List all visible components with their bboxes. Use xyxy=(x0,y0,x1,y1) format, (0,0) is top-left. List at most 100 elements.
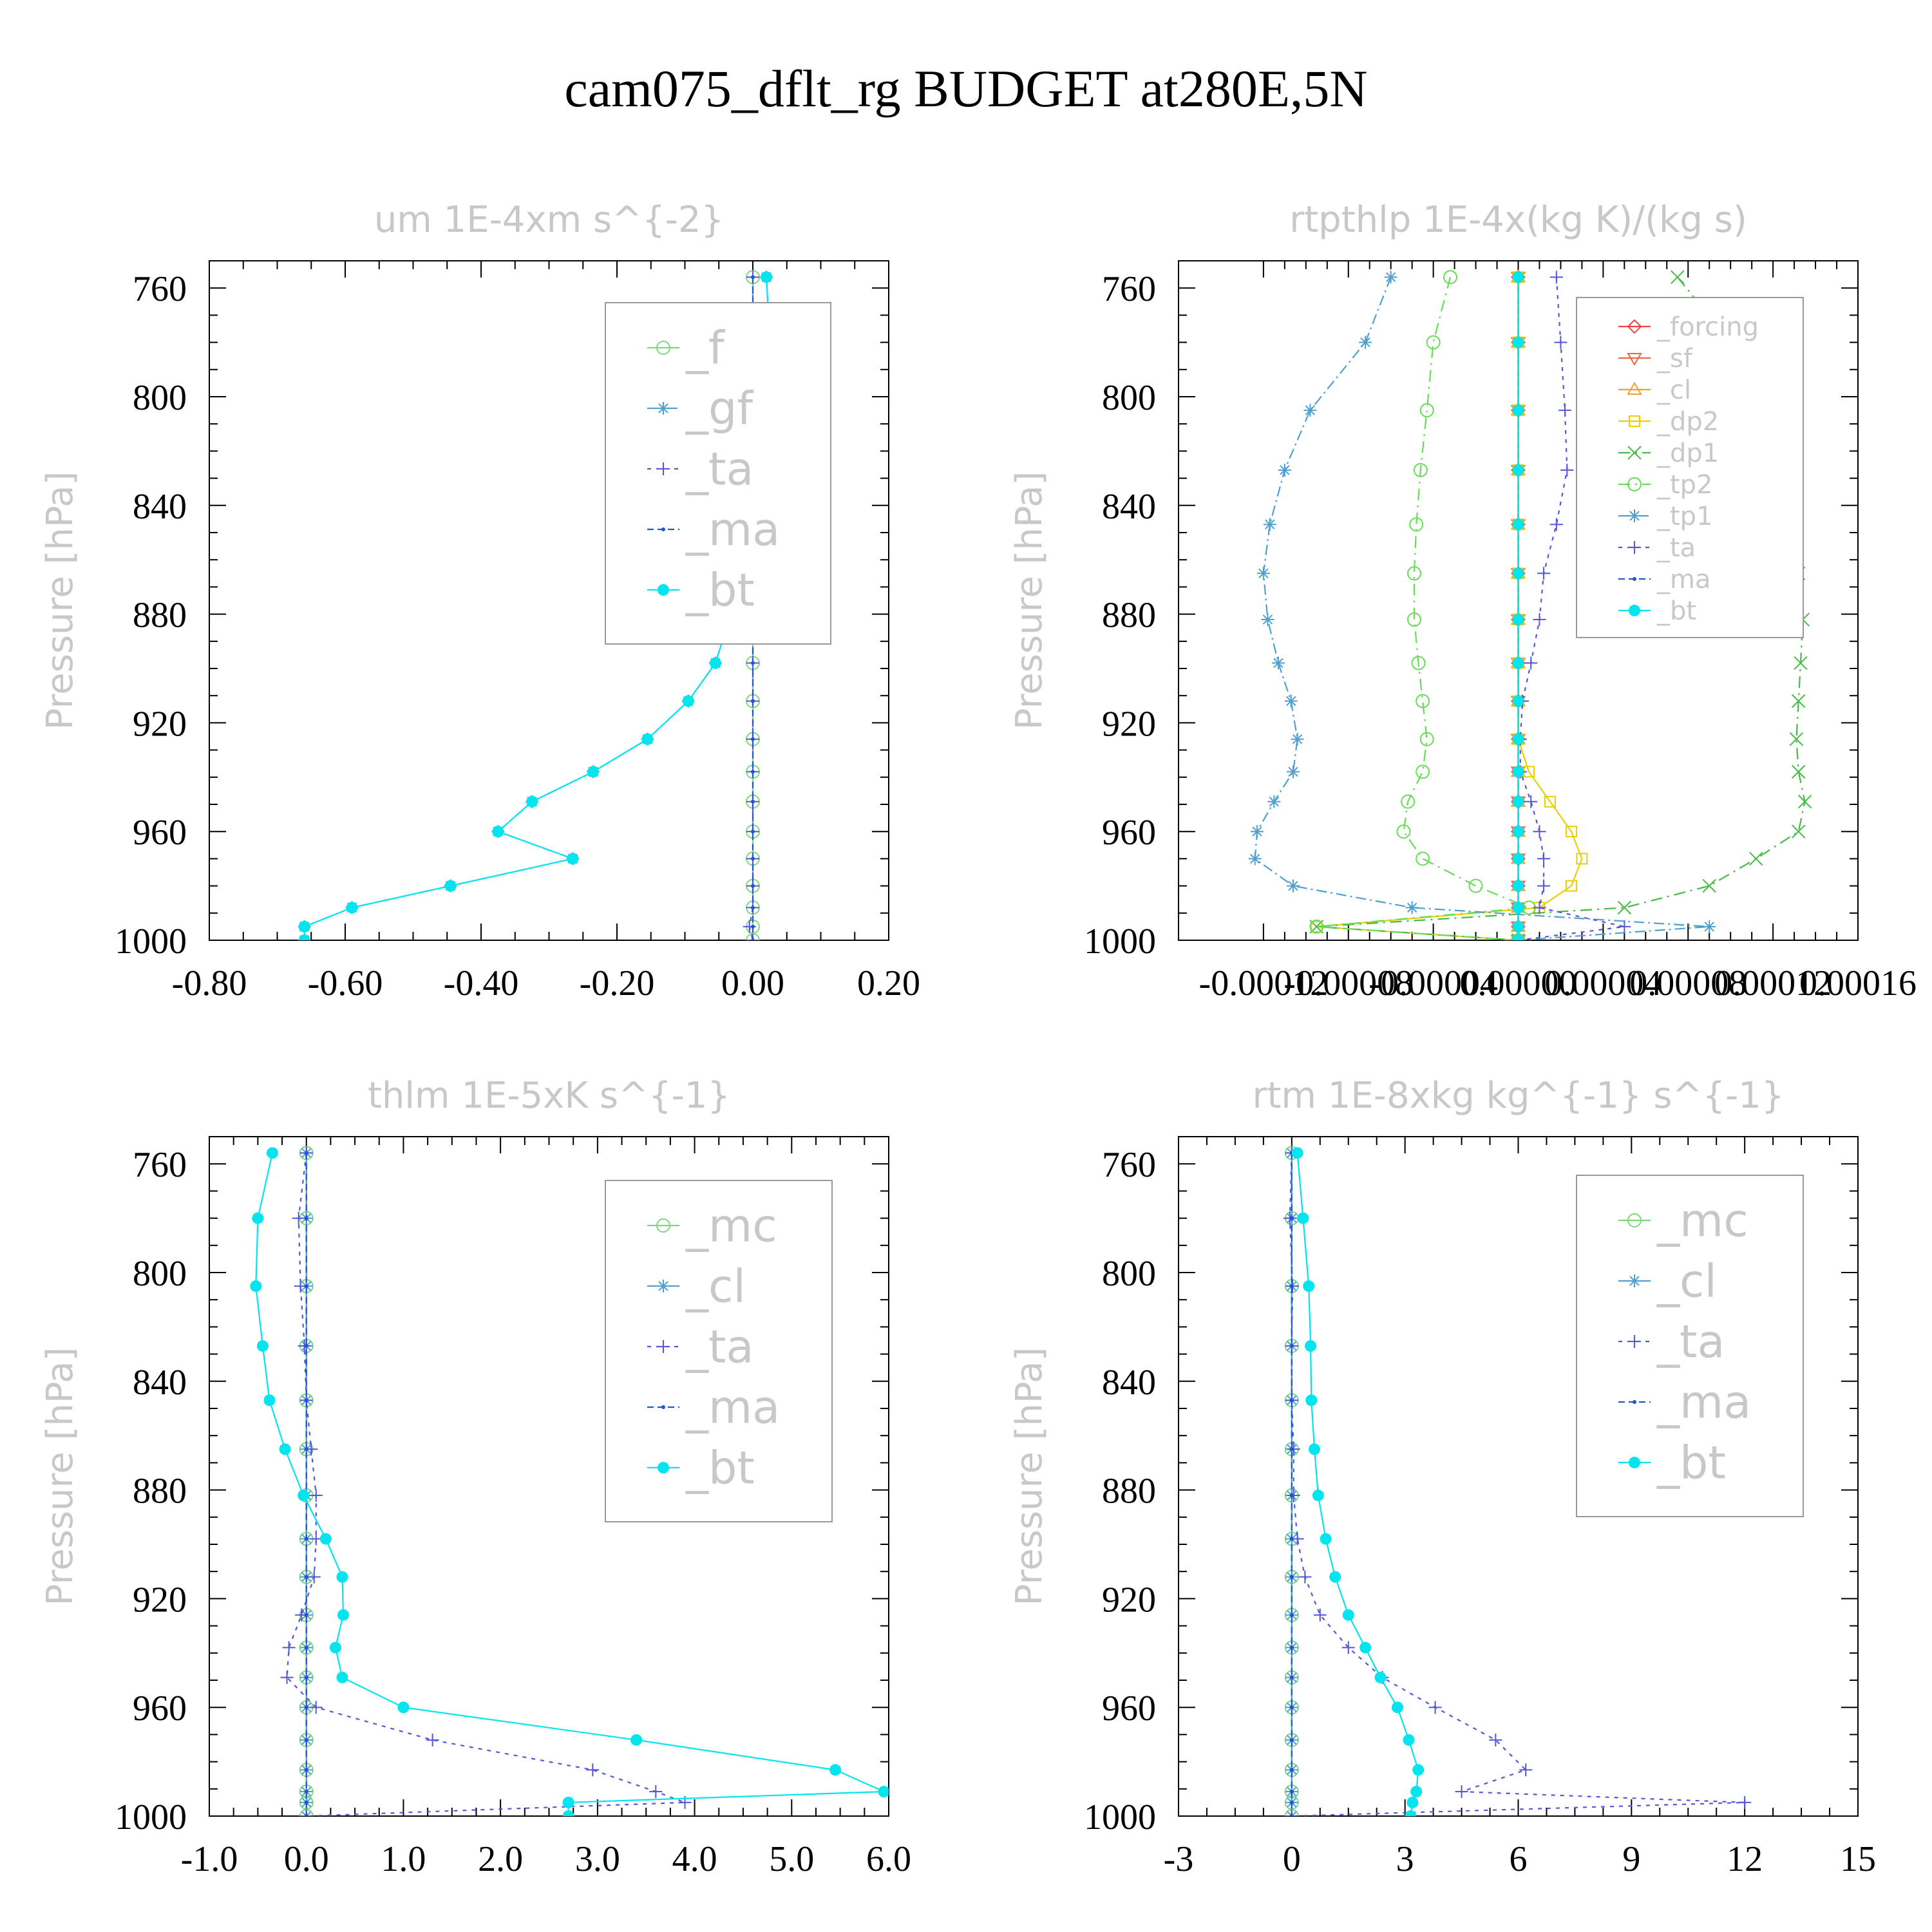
data-point-ta xyxy=(1554,336,1567,349)
data-point-ma xyxy=(304,1343,308,1348)
data-point-ma xyxy=(751,661,755,665)
data-point-tp1 xyxy=(1359,336,1372,349)
data-point-tp2 xyxy=(1406,612,1421,627)
data-point-ma xyxy=(1289,1343,1294,1348)
legend: _forcing_sf_cl_dp2_dp1_tp2_tp1_ta_ma_bt xyxy=(1576,297,1804,638)
data-point-tp1 xyxy=(1250,825,1264,838)
y-tick-label: 920 xyxy=(133,704,187,744)
legend-label: _tp1 xyxy=(1656,502,1713,531)
chart-title: rtpthlp 1E-4x(kg K)/(kg s) xyxy=(1289,199,1747,241)
legend-marker xyxy=(656,1218,670,1233)
data-point-ma xyxy=(751,829,755,834)
legend-label: _ma xyxy=(1656,1376,1751,1429)
y-axis-label: Pressure [hPa] xyxy=(39,471,81,730)
legend-marker xyxy=(661,527,665,531)
data-point-ta xyxy=(292,1211,305,1225)
data-point-ta xyxy=(1549,270,1563,284)
legend-marker xyxy=(1627,477,1642,491)
data-point-bt xyxy=(298,920,310,933)
data-point-ta xyxy=(1519,1763,1533,1777)
data-point-bt xyxy=(1512,880,1524,892)
data-point-ma xyxy=(751,770,755,774)
x-tick-label: 4.0 xyxy=(672,1839,717,1879)
y-tick-label: 760 xyxy=(1102,269,1156,309)
data-point-tp1 xyxy=(1261,613,1274,627)
legend-marker xyxy=(658,1462,669,1473)
legend-label: _f xyxy=(685,322,725,375)
data-point-tp1 xyxy=(1303,404,1317,417)
data-point-ma xyxy=(751,884,755,888)
data-point-ma xyxy=(751,699,755,703)
data-point-ma xyxy=(1289,1575,1294,1579)
data-point-ta xyxy=(280,1671,294,1684)
data-point-bt xyxy=(1512,826,1524,838)
x-tick-label: -0.60 xyxy=(308,963,383,1003)
legend-box xyxy=(605,1180,833,1522)
data-point-ma xyxy=(1289,1537,1294,1541)
x-tick-label: 3 xyxy=(1396,1839,1414,1879)
data-point-bt xyxy=(709,657,721,669)
legend-box xyxy=(1576,1175,1804,1517)
data-point-ma xyxy=(1289,1645,1294,1650)
data-point-ma xyxy=(1289,1814,1294,1816)
x-tick-label: 0.0 xyxy=(284,1839,329,1879)
data-point-dp1 xyxy=(1794,656,1808,670)
data-point-bt xyxy=(1410,1786,1423,1798)
legend-marker xyxy=(1629,605,1640,616)
data-point-ta xyxy=(298,1339,311,1352)
data-point-ma xyxy=(304,1537,308,1541)
x-tick-label: 5.0 xyxy=(769,1839,814,1879)
y-tick-label: 960 xyxy=(1102,1689,1156,1728)
y-tick-label: 1000 xyxy=(115,1797,187,1837)
series-line-ta xyxy=(1518,277,1625,940)
data-point-ta xyxy=(649,1785,663,1799)
data-point-bt xyxy=(1512,902,1524,914)
data-point-bt xyxy=(1405,1810,1417,1816)
legend-box xyxy=(1576,297,1804,638)
data-point-tp2 xyxy=(1411,656,1426,670)
chart-title: um 1E-4xm s^{-2} xyxy=(374,199,724,241)
data-point-ta xyxy=(1533,901,1546,914)
data-point-ma xyxy=(751,857,755,861)
data-point-bt xyxy=(444,880,457,892)
legend-label: _ta xyxy=(1656,533,1696,563)
legend-label: _tp2 xyxy=(1656,470,1713,500)
data-point-bt xyxy=(298,934,310,940)
data-point-ta xyxy=(282,1641,296,1654)
data-point-ta xyxy=(1285,1810,1298,1816)
data-point-bt xyxy=(1309,1443,1320,1455)
data-point-bt xyxy=(1329,1571,1341,1583)
data-point-ma xyxy=(1289,1284,1294,1289)
data-point-bt xyxy=(1512,766,1524,778)
chart-panel-1: um 1E-4xm s^{-2} Pressure [hPa] 760 800 840 8… xyxy=(39,199,920,1003)
data-point-tp2 xyxy=(1419,403,1434,418)
legend-marker xyxy=(1628,509,1641,522)
y-tick-label: 1000 xyxy=(1084,922,1156,961)
data-point-bt xyxy=(1374,1671,1387,1683)
data-point-ma xyxy=(304,1216,308,1220)
data-point-bt xyxy=(1512,404,1524,417)
data-point-bt xyxy=(1403,1734,1415,1746)
data-point-ta xyxy=(309,1489,323,1502)
y-tick-label: 960 xyxy=(133,1689,187,1728)
data-point-tp2 xyxy=(1426,335,1441,350)
data-point-bt xyxy=(1512,695,1524,707)
legend-label: _ma xyxy=(1656,565,1710,594)
y-tick-label: 1000 xyxy=(1084,1797,1156,1837)
data-point-ma xyxy=(1289,1613,1294,1617)
data-point-tp1 xyxy=(1405,901,1419,914)
data-point-bt xyxy=(279,1443,291,1455)
chart-panel-2: rtpthlp 1E-4x(kg K)/(kg s) Pressure [hPa]… xyxy=(1009,199,1917,1003)
legend-marker xyxy=(1628,1274,1641,1287)
y-tick-label: 760 xyxy=(133,1145,187,1185)
y-tick-label: 800 xyxy=(133,378,187,418)
data-point-dp2 xyxy=(1565,826,1577,838)
legend-marker xyxy=(1627,382,1642,395)
legend-label: _ta xyxy=(685,443,753,496)
y-tick-label: 840 xyxy=(1102,1363,1156,1403)
legend-label: _ma xyxy=(685,504,780,556)
series-group xyxy=(1283,1146,1752,1816)
data-point-ma xyxy=(1289,1675,1294,1680)
data-point-ma xyxy=(304,1800,308,1804)
data-point-ma xyxy=(304,1575,308,1579)
